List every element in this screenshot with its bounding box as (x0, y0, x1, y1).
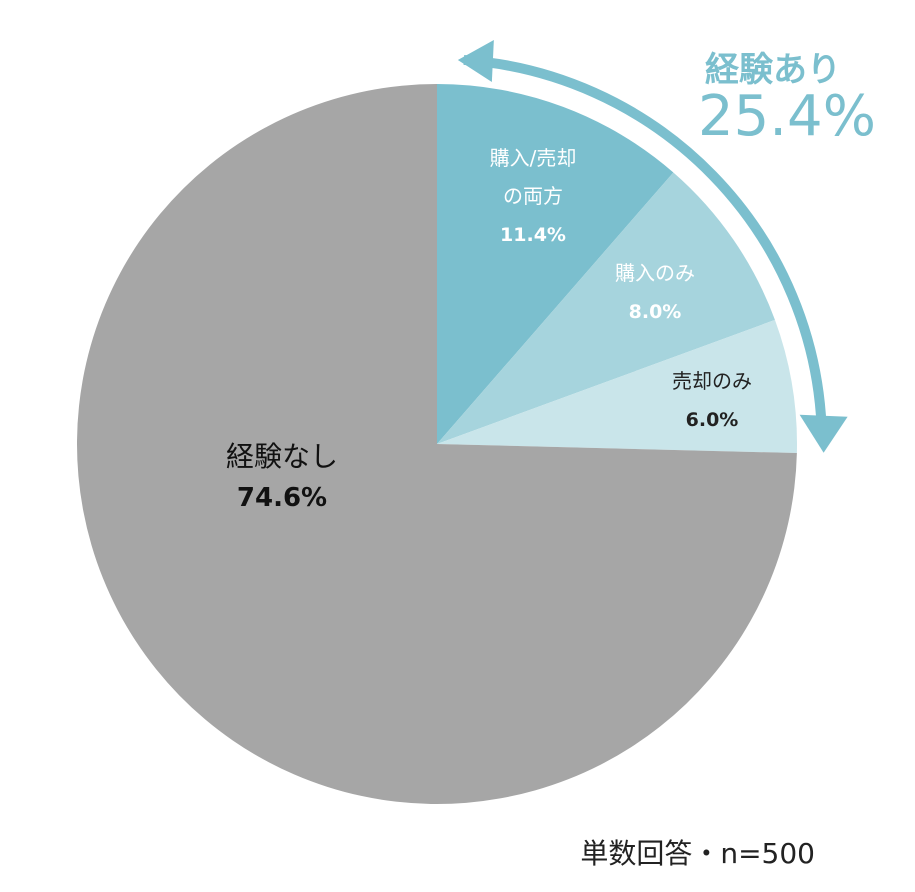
slice-value: 74.6% (237, 483, 327, 513)
slice-name: の両方 (503, 184, 563, 208)
slice-label: 売却のみ 6.0% (672, 369, 752, 431)
pie-slice (437, 319, 797, 454)
slice-value: 11.4% (500, 224, 566, 246)
slice-name: 購入/売却 (490, 146, 577, 170)
slice-name: 売却のみ (672, 369, 752, 393)
group-arc (463, 54, 827, 428)
slice-name: 経験なし (226, 440, 338, 473)
pie-slice (76, 84, 797, 804)
survey-note: 単数回答・n=500 (580, 837, 815, 870)
slice-label: 経験なし 74.6% (226, 440, 338, 513)
arrow-head-start-icon (457, 39, 494, 82)
arrow-head-end-icon (799, 414, 848, 453)
slice-label: 購入のみ 8.0% (615, 261, 695, 323)
pie-slice (437, 172, 775, 445)
experience-group-title: 経験あり (705, 50, 841, 90)
slice-value: 6.0% (686, 409, 739, 431)
slice-name: 購入のみ (615, 261, 695, 285)
slice-value: 8.0% (629, 301, 682, 323)
pie-slice (437, 84, 674, 444)
experience-group-value: 25.4% (698, 84, 876, 149)
